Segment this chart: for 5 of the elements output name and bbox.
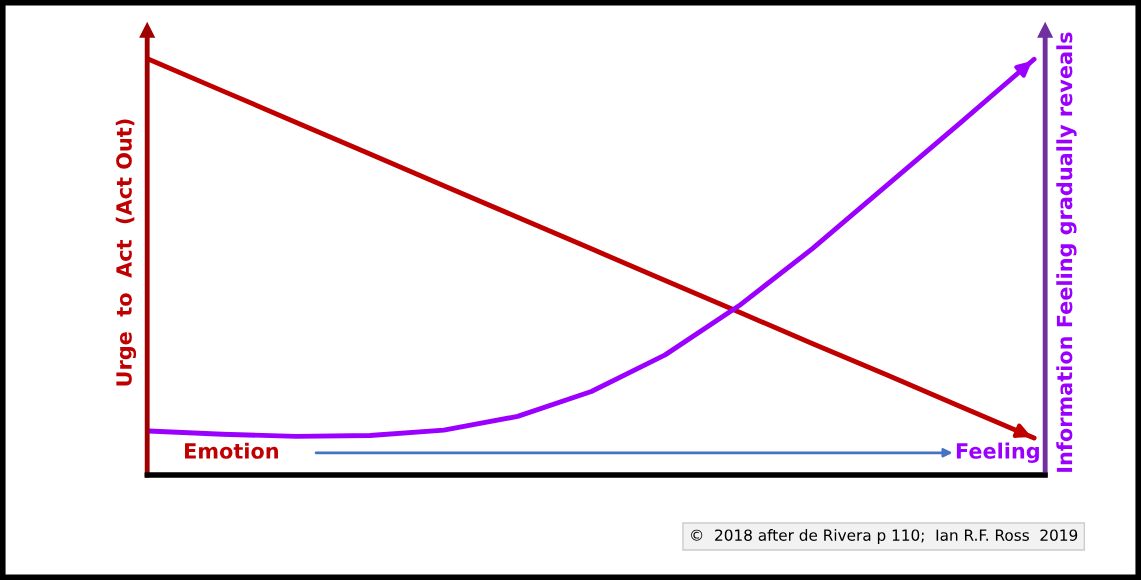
annotation: Feeling bbox=[956, 442, 1039, 463]
annotation: Emotion bbox=[185, 442, 278, 459]
y2-axis-title: Information Feeling gradually reveals bbox=[1056, 32, 1077, 472]
y-axis-title: Urge to Act (Act Out) bbox=[115, 119, 137, 386]
text: © 2018 after de Rivera p 110; Ian R.F. Ross 2019 bbox=[691, 529, 1078, 544]
